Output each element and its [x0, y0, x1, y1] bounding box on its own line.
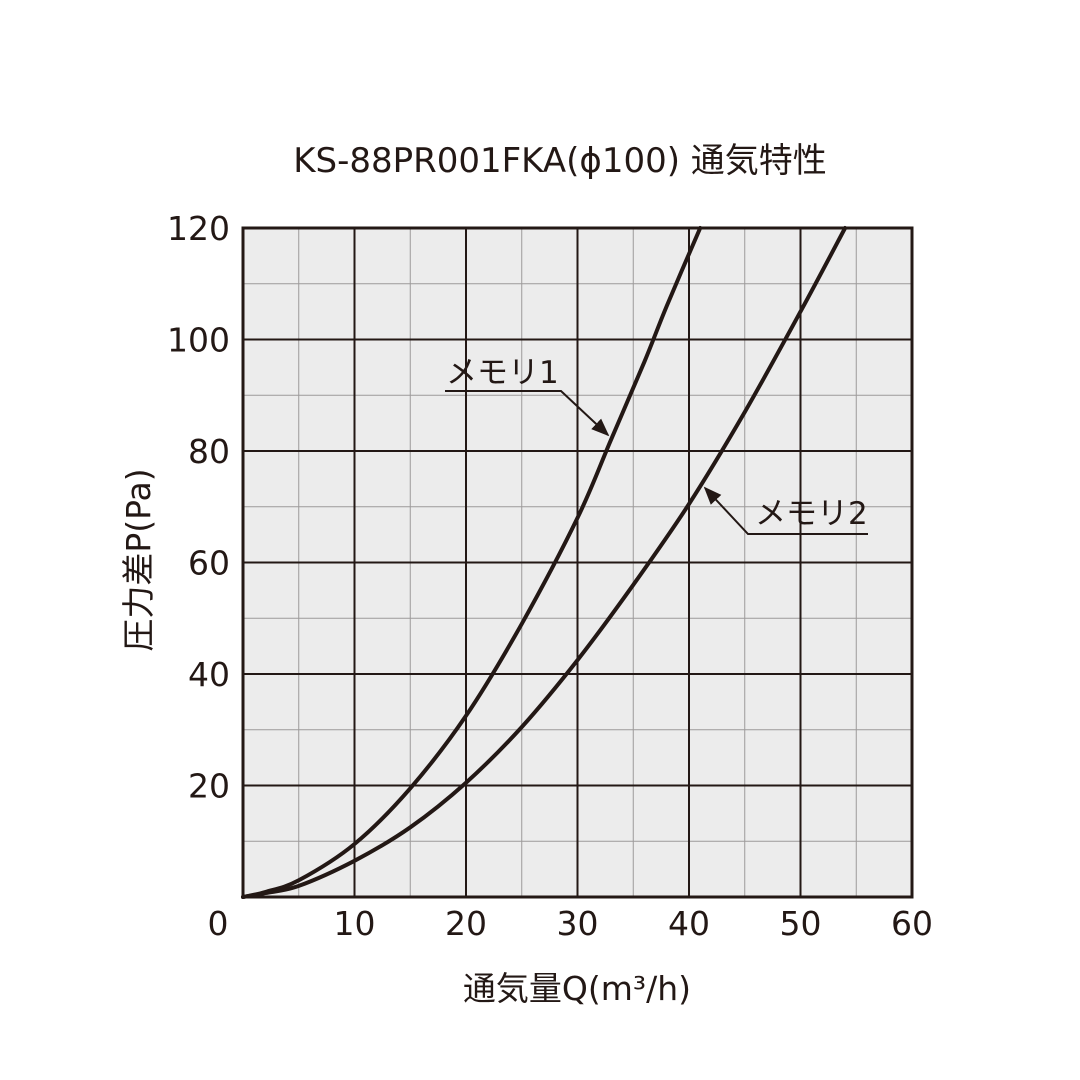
x-tick-labels: 0 10 20 30 40 50 60 [208, 904, 934, 943]
series-label-memori1: メモリ1 [446, 355, 559, 391]
x-tick-label: 60 [891, 904, 933, 943]
y-tick-label: 20 [188, 767, 230, 806]
plot-frame [241, 226, 914, 899]
leader-line-memori1 [445, 390, 610, 437]
y-tick-label: 80 [188, 432, 230, 471]
x-tick-label: 20 [445, 904, 487, 943]
x-tick-label: 0 [208, 904, 229, 943]
x-tick-label: 40 [668, 904, 710, 943]
x-tick-label: 30 [557, 904, 599, 943]
series-label-memori2: メモリ2 [755, 496, 868, 532]
x-tick-label: 50 [780, 904, 822, 943]
leader-line-memori2 [703, 486, 868, 535]
x-tick-label: 10 [334, 904, 376, 943]
grid-major-lines [243, 228, 912, 897]
y-tick-label: 40 [188, 655, 230, 694]
series-annotations: メモリ1 メモリ2 [445, 355, 868, 535]
series-line-memori2 [241, 226, 848, 899]
y-tick-label: 60 [188, 544, 230, 583]
series-lines [241, 226, 848, 899]
y-axis-label: 圧力差P(Pa) [119, 468, 158, 651]
y-tick-label: 120 [167, 209, 230, 248]
y-tick-label: 100 [167, 321, 230, 360]
x-axis-label: 通気量Q(m³/h) [463, 969, 691, 1008]
y-tick-labels: 20 40 60 80 100 120 [167, 209, 230, 806]
chart-title: KS-88PR001FKA(ϕ100) 通気特性 [293, 141, 827, 181]
series-line-memori1 [241, 226, 703, 899]
